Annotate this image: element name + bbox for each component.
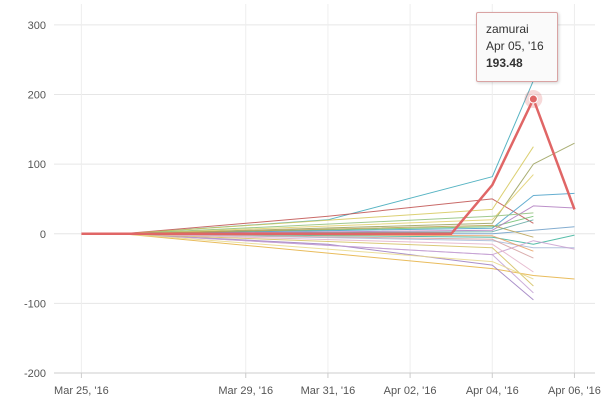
series-line xyxy=(122,146,534,235)
tooltip: zamurai Apr 05, '16 193.48 xyxy=(476,12,558,82)
hover-marker xyxy=(524,90,543,109)
tooltip-series-name: zamurai xyxy=(486,22,529,36)
series-line xyxy=(122,233,534,294)
series-line xyxy=(122,233,534,273)
x-tick-label: Mar 29, '16 xyxy=(218,385,273,397)
x-tick-label: Apr 04, '16 xyxy=(466,385,519,397)
x-tick-label: Mar 31, '16 xyxy=(301,385,356,397)
series-line xyxy=(122,198,534,235)
y-tick-label: 0 xyxy=(40,229,46,241)
series-line xyxy=(122,212,534,235)
series-line xyxy=(122,205,575,235)
axes: -200 -100 0 100 200 300 Mar 25, '16 Mar 29, '16… xyxy=(24,20,601,397)
series-line xyxy=(122,233,534,280)
series-line-zamurai xyxy=(81,97,576,236)
series-lines xyxy=(81,80,576,301)
y-tick-label: 100 xyxy=(28,159,46,171)
hover-point xyxy=(528,94,538,104)
tooltip-date: Apr 05, '16 xyxy=(486,39,544,53)
series-line xyxy=(122,233,575,249)
series-line xyxy=(122,224,534,238)
series-line xyxy=(122,233,575,280)
tooltip-value: 193.48 xyxy=(486,56,523,70)
y-tick-label: 300 xyxy=(28,20,46,32)
y-tick-label: -200 xyxy=(24,368,46,380)
series-line xyxy=(122,192,575,235)
x-tick-label: Apr 02, '16 xyxy=(384,385,437,397)
y-tick-label: 200 xyxy=(28,90,46,102)
x-tick-label: Apr 06, '16 xyxy=(548,385,601,397)
series-line xyxy=(122,233,534,301)
series-line xyxy=(122,174,534,235)
series-line xyxy=(122,233,534,259)
x-tick-label: Mar 25, '16 xyxy=(54,385,109,397)
y-tick-label: -100 xyxy=(24,298,46,310)
series-line xyxy=(122,233,575,245)
